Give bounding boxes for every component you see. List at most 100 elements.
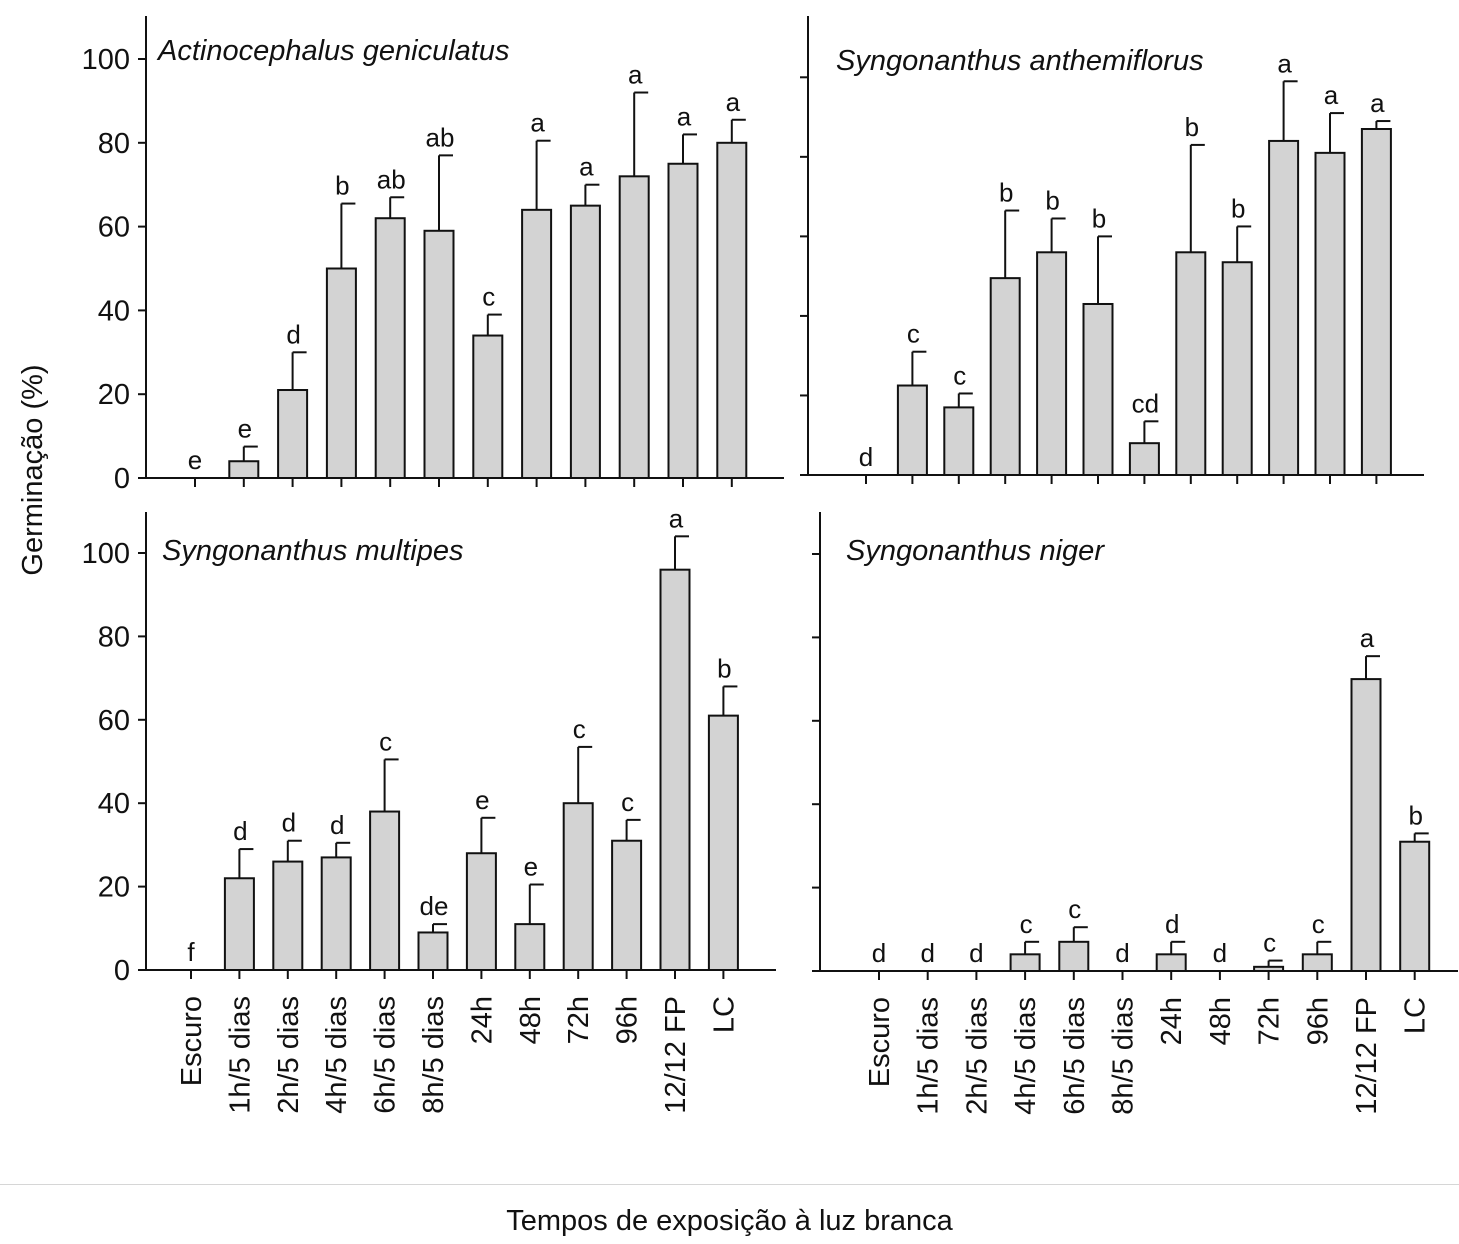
separator-line	[0, 1184, 1459, 1185]
bar	[989, 277, 1021, 476]
panel-title: Actinocephalus geniculatus	[156, 35, 509, 67]
y-axis-title: Germinação (%)	[17, 364, 49, 575]
y-tick-label: 80	[98, 128, 130, 160]
bar	[1350, 678, 1382, 972]
bar	[325, 267, 357, 479]
x-category-label: 24h	[466, 996, 498, 1044]
x-category-label: 4h/5 dias	[1010, 997, 1042, 1115]
bar	[423, 229, 455, 479]
significance-letter: c	[1068, 894, 1081, 924]
significance-letter: a	[677, 101, 692, 131]
bar	[1253, 965, 1285, 973]
significance-letter: a	[530, 108, 545, 138]
significance-letter: e	[475, 785, 489, 815]
significance-letter: a	[1370, 88, 1385, 118]
significance-letter: c	[907, 319, 920, 349]
bar	[1314, 151, 1346, 476]
significance-letter: a	[726, 87, 741, 117]
significance-letter: d	[872, 938, 886, 968]
bar	[472, 334, 504, 480]
significance-letter: c	[1020, 909, 1033, 939]
bar	[277, 389, 309, 480]
bar	[1058, 940, 1090, 972]
x-category-label: Escuro	[176, 996, 208, 1086]
bar	[618, 175, 650, 479]
panel-3: 0 20 40 60 80 100 Syngonanthus multipes f Escuro…	[82, 503, 776, 1114]
y-tick-label: 60	[98, 212, 130, 244]
significance-letter: d	[286, 319, 300, 349]
significance-letter: b	[1231, 193, 1245, 223]
significance-letter: a	[1324, 80, 1339, 110]
y-tick-label: 20	[98, 379, 130, 411]
significance-letter: e	[238, 414, 252, 444]
significance-letter: a	[1277, 48, 1292, 78]
x-category-label: 24h	[1156, 997, 1188, 1045]
bar	[943, 406, 975, 476]
bar	[1221, 261, 1253, 476]
significance-letter: c	[379, 726, 392, 756]
bar	[1360, 128, 1392, 476]
significance-letter: d	[1165, 909, 1179, 939]
bar	[1082, 302, 1114, 477]
panel-1: 0 20 40 60 80 100 Actinocephalus geniculatus e e…	[82, 16, 784, 495]
x-category-label: 2h/5 dias	[961, 997, 993, 1115]
significance-letter: e	[188, 445, 202, 475]
bar	[716, 141, 748, 480]
significance-letter: b	[1045, 185, 1059, 215]
y-tick-label: 40	[98, 295, 130, 327]
x-category-label: 12/12 FP	[1351, 997, 1383, 1115]
bar	[514, 923, 546, 972]
significance-letter: d	[1213, 938, 1227, 968]
y-tick-label: 40	[98, 788, 130, 820]
bar	[1301, 953, 1333, 973]
significance-letter: c	[482, 282, 495, 312]
bar	[521, 208, 553, 479]
y-tick-label: 20	[98, 872, 130, 904]
x-category-label: 8h/5 dias	[418, 996, 450, 1114]
significance-letter: b	[1408, 800, 1422, 830]
x-category-label: 6h/5 dias	[1059, 997, 1091, 1115]
y-tick-label: 0	[114, 463, 130, 495]
panel-title: Syngonanthus multipes	[162, 535, 463, 567]
y-tick-label: 0	[114, 955, 130, 987]
bar	[223, 877, 255, 972]
bar	[1009, 953, 1041, 973]
significance-letter: e	[524, 852, 538, 882]
panel-title: Syngonanthus anthemiflorus	[836, 45, 1204, 77]
x-category-label: LC	[708, 996, 740, 1033]
x-category-label: LC	[1400, 997, 1432, 1034]
y-tick-label: 80	[98, 621, 130, 653]
significance-letter: a	[1360, 623, 1375, 653]
significance-letter: de	[420, 891, 449, 921]
significance-letter: b	[717, 653, 731, 683]
significance-letter: a	[669, 503, 684, 533]
significance-letter: b	[1185, 112, 1199, 142]
significance-letter: d	[330, 810, 344, 840]
y-tick-label: 100	[82, 44, 130, 76]
significance-letter: c	[573, 714, 586, 744]
x-category-label: 1h/5 dias	[224, 996, 256, 1114]
bar	[228, 460, 260, 479]
significance-letter: c	[1263, 928, 1276, 958]
x-category-label: 1h/5 dias	[913, 997, 945, 1115]
bar	[1036, 251, 1068, 476]
bar	[611, 839, 643, 971]
significance-letter: b	[1092, 203, 1106, 233]
significance-letter: f	[187, 937, 195, 967]
significance-letter: c	[953, 360, 966, 390]
bar	[667, 162, 699, 479]
significance-letter: d	[282, 808, 296, 838]
bar	[569, 204, 601, 479]
bar	[1175, 251, 1207, 476]
x-category-label: 4h/5 dias	[321, 996, 353, 1114]
x-category-label: 96h	[612, 996, 644, 1044]
x-category-label: 72h	[1254, 997, 1286, 1045]
significance-letter: d	[969, 938, 983, 968]
bar	[707, 714, 739, 971]
significance-letter: b	[335, 171, 349, 201]
bar	[1399, 840, 1431, 972]
bar	[374, 217, 406, 479]
bar	[1155, 953, 1187, 973]
bar	[896, 384, 928, 476]
